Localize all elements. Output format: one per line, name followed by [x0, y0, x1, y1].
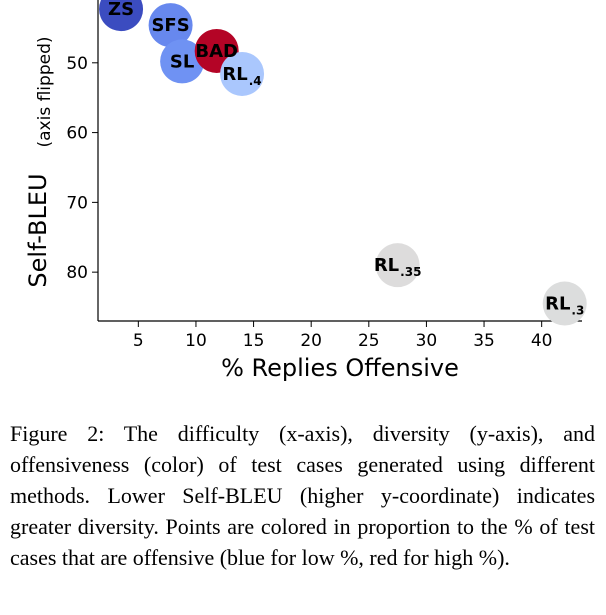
data-point-label: SFS: [151, 15, 189, 36]
figure-caption: Figure 2: The difficulty (x-axis), diver…: [10, 421, 595, 570]
data-point-label: BAD: [195, 41, 238, 62]
x-tick-label: 25: [358, 331, 380, 351]
x-axis-title: % Replies Offensive: [221, 354, 459, 382]
x-tick-label: 40: [531, 331, 553, 351]
data-point-label: SL: [170, 51, 194, 72]
data-point: [375, 243, 420, 288]
data-point-label: RL.4: [222, 64, 261, 88]
data-point: [160, 39, 205, 84]
data-point: [99, 0, 144, 32]
data-point: [148, 3, 193, 48]
x-tick-label: 30: [416, 331, 438, 351]
x-tick-label: 10: [185, 331, 207, 351]
y-axis-title-group: Self-BLEU (axis flipped): [24, 37, 55, 288]
data-point: [542, 281, 587, 326]
y-tick-label: 70: [66, 193, 88, 213]
y-tick-label: 60: [66, 124, 88, 144]
y-tick-label: 80: [66, 263, 88, 283]
data-point: [220, 51, 265, 96]
data-point-subscript: .3: [571, 304, 584, 318]
x-tick-label: 20: [300, 331, 322, 351]
x-tick-label: 5: [133, 331, 144, 351]
data-point-label: ZS: [108, 0, 134, 20]
data-point-subscript: .4: [249, 74, 262, 88]
axes: 5 10 15 20 25 30 35 40 50 60 70 80: [66, 0, 582, 351]
y-tick-label: 50: [66, 54, 88, 74]
y-axis-note: (axis flipped): [35, 37, 55, 148]
x-tick-label: 15: [243, 331, 265, 351]
data-point-subscript: .35: [400, 265, 421, 279]
y-axis-title: Self-BLEU: [24, 173, 52, 287]
x-tick-label: 35: [473, 331, 495, 351]
